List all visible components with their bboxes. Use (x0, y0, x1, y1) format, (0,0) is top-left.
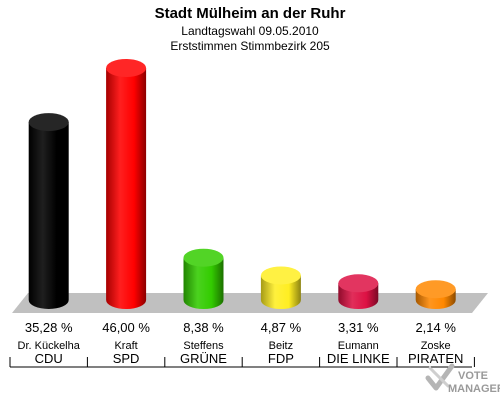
bar-top (183, 248, 224, 267)
bar-cdu (28, 113, 69, 309)
bar-body (260, 275, 301, 309)
value-label: 4,87 % (261, 320, 302, 335)
bar-body (106, 68, 147, 309)
vote-manager-logo: VOTE MANAGER (425, 363, 500, 395)
bar-group (28, 59, 456, 309)
bar-body (183, 257, 224, 309)
party-label: SPD (113, 351, 140, 366)
party-label: FDP (268, 351, 294, 366)
checkmark-icon (425, 363, 455, 391)
chart-subtitle-line-2: Erststimmen Stimmbezirk 205 (170, 39, 330, 53)
party-label: GRÜNE (180, 351, 227, 366)
bar-top (338, 274, 379, 293)
bar-top (28, 113, 69, 132)
candidate-label: Dr. Kückelha (18, 340, 81, 352)
bar-top (415, 280, 456, 299)
candidate-label: Eumann (338, 340, 379, 352)
bar-fdp (260, 266, 301, 309)
value-label: 3,31 % (338, 320, 379, 335)
bar-piraten (415, 280, 456, 309)
bar-die-linke (338, 274, 379, 309)
party-label: CDU (35, 351, 63, 366)
candidate-label: Beitz (269, 340, 293, 352)
candidate-label: Kraft (114, 340, 137, 352)
value-label: 2,14 % (415, 320, 456, 335)
chart-title: Stadt Mülheim an der Ruhr (155, 5, 346, 22)
bar-grüne (183, 248, 224, 309)
candidate-label: Steffens (183, 340, 224, 352)
bar-spd (106, 59, 147, 309)
logo-text-manager: MANAGER (448, 383, 500, 395)
value-label: 46,00 % (102, 320, 150, 335)
logo-text-vote: VOTE (458, 370, 488, 382)
candidate-label: Zoske (421, 340, 451, 352)
chart-subtitle-line-1: Landtagswahl 09.05.2010 (181, 24, 319, 38)
party-label: PIRATEN (408, 351, 463, 366)
value-label: 35,28 % (25, 320, 73, 335)
value-label: 8,38 % (183, 320, 224, 335)
bar-top (260, 266, 301, 285)
bar-body (28, 122, 69, 309)
party-label: DIE LINKE (327, 351, 390, 366)
bar-top (106, 59, 147, 77)
